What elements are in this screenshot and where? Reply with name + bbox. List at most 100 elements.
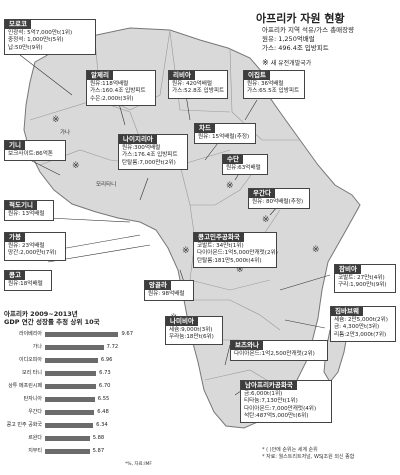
svg-text:※: ※ bbox=[236, 265, 244, 275]
category-label: 탄자니아 bbox=[23, 396, 42, 402]
resource-line: 리튬:2만3,000t(7위) bbox=[334, 331, 387, 338]
resource-line: 원유: 98억배럴 bbox=[148, 291, 185, 298]
value-label: 6.96 bbox=[100, 357, 113, 363]
category-label: 르완다 bbox=[28, 435, 42, 441]
box-botswana: 보츠와나 다이아몬드:1억2,500만캐럿(2위) bbox=[230, 340, 328, 362]
box-chad: 차드 원유: 15억배럴(추정) bbox=[194, 123, 256, 145]
svg-text:※: ※ bbox=[72, 161, 80, 171]
box-drc: 콩고민주공화국 코발트: 34만t(1위) 다이아몬드:1억5,000만캐럿(2… bbox=[193, 232, 278, 268]
chart-row: 르완다 5.88 bbox=[4, 434, 154, 443]
resource-line: 세슘:9,000t(3위) bbox=[169, 327, 213, 334]
box-egypt: 이집트 원유: 36억배럴 가스:65.5조 입방피트 bbox=[243, 70, 305, 99]
country-name: 모로코 bbox=[5, 20, 31, 30]
bar bbox=[45, 371, 97, 376]
map-subtitle: 아프리카 지역 석유/가스 총매장량 원유: 1,250억배럴 가스: 496.… bbox=[262, 26, 354, 53]
country-name: 기니 bbox=[5, 141, 25, 151]
resource-line: 원유: 15억배럴(추정) bbox=[198, 134, 250, 141]
country-name: 차드 bbox=[195, 124, 215, 134]
category-label: 상투 메프린시페 bbox=[8, 383, 42, 389]
box-libya: 리비아 원유: 420억배럴 가스:52.8조 입방피트 bbox=[168, 70, 228, 99]
resource-line: 다이아몬드:1억5,000만캐럿(2위) bbox=[197, 250, 278, 257]
gdp-growth-chart: 아프리카 2009~2013년 GDP 연간 성장률 추정 상위 10국 라이베… bbox=[4, 310, 154, 470]
bar bbox=[45, 345, 104, 350]
svg-text:※: ※ bbox=[262, 215, 270, 225]
country-name: 적도기니 bbox=[5, 201, 37, 211]
chart-title: 아프리카 2009~2013년 bbox=[4, 310, 78, 318]
resource-line: 가스:65.5조 입방피트 bbox=[247, 88, 300, 95]
connector-lines bbox=[19, 54, 331, 396]
value-label: 6.34 bbox=[96, 422, 108, 428]
box-gabon: 가봉 원유: 23억배럴 망간:2,000만t(7위) bbox=[4, 232, 66, 261]
country-name: 짐바브웨 bbox=[331, 307, 363, 317]
box-uganda: 우간다 원유: 80억배럴(추정) bbox=[248, 188, 310, 210]
country-name: 콩고민주공화국 bbox=[194, 233, 244, 243]
subtitle-line-2: 원유: 1,250억배럴 bbox=[262, 35, 315, 43]
value-label: 5.88 bbox=[92, 435, 105, 441]
resource-line: 가스:176.4조 입방피트 bbox=[122, 152, 178, 159]
category-label: 콩고 민주 공화국 bbox=[6, 422, 42, 428]
chart-row: 이디오피아 6.96 bbox=[4, 356, 154, 365]
resource-line: 탄탈룸:7,000만t(2위) bbox=[122, 159, 176, 166]
bar bbox=[45, 332, 119, 337]
country-name: 이집트 bbox=[244, 71, 270, 81]
svg-text:※: ※ bbox=[182, 246, 190, 256]
chart-row: 상투 메프린시페 6.70 bbox=[4, 382, 154, 391]
resource-line: 원유:63억배럴 bbox=[226, 165, 261, 172]
new-field-label: 새 유전개발국가 bbox=[270, 60, 312, 67]
box-guinea: 기니 보크사이트:86억톤 bbox=[4, 140, 66, 162]
resource-line: 티타늄:7,130만t(1위) bbox=[244, 398, 298, 405]
resource-line: 금:6,000t(1위) bbox=[244, 391, 283, 398]
country-name: 앙골라 bbox=[145, 281, 171, 291]
resource-line: 세슘: 2만5,000t(2위) bbox=[334, 317, 388, 324]
category-label: 라이베리아 bbox=[18, 331, 42, 337]
box-eq-guinea: 적도기니 원유: 13억배럴 bbox=[4, 200, 54, 222]
country-name: 남아프리카공화국 bbox=[241, 381, 297, 391]
chart-row: 콩고 민주 공화국 6.34 bbox=[4, 421, 154, 430]
bar bbox=[45, 397, 95, 402]
bar bbox=[45, 449, 90, 454]
box-algeria: 알제리 원유:118억배럴 가스:160.4조 입방피트 수은:2,000t(3… bbox=[86, 70, 156, 106]
category-label: 지부티 bbox=[28, 448, 42, 454]
resource-line: 다이아몬드:7,000만캐럿(4위) bbox=[244, 405, 317, 412]
category-label: 이디오피아 bbox=[18, 357, 42, 363]
resource-line: 코발트: 27만t(4위) bbox=[338, 275, 385, 282]
resource-line: 우라늄:18만t(6위) bbox=[169, 334, 214, 341]
value-label: 6.73 bbox=[99, 370, 111, 376]
svg-text:※: ※ bbox=[226, 181, 234, 191]
value-label: 7.72 bbox=[106, 344, 119, 350]
chart-row: 가나 7.72 bbox=[4, 343, 154, 352]
resource-line: 원유:118억배럴 bbox=[90, 81, 129, 88]
chart-subtitle: GDP 연간 성장률 추정 상위 10국 bbox=[4, 318, 100, 326]
country-name: 수단 bbox=[223, 155, 243, 165]
country-name: 리비아 bbox=[169, 71, 195, 81]
bar bbox=[45, 410, 95, 415]
box-congo: 콩고 원유:18억배럴 bbox=[4, 270, 52, 292]
map-title: 아프리카 자원 현황 bbox=[256, 12, 345, 25]
box-sudan: 수단 원유:63억배럴 bbox=[222, 154, 268, 176]
footnote-2: * 자료: 월스트리트저널, WSJ조원 외신 종합 bbox=[262, 454, 355, 460]
resource-line: 원유: 13억배럴 bbox=[8, 211, 45, 218]
resource-line: 보크사이트:86억톤 bbox=[8, 151, 54, 158]
bar bbox=[45, 436, 90, 441]
geo-label-ghana: 가나 bbox=[60, 130, 71, 136]
new-field-legend: ※ 새 유전개발국가 bbox=[262, 58, 311, 67]
bar bbox=[45, 384, 96, 389]
value-label: 5.87 bbox=[92, 448, 105, 454]
chart-row: 우간다 6.48 bbox=[4, 408, 154, 417]
footnotes: * ( )안에 순위는 세계 순위 * 자료: 월스트리트저널, WSJ조원 외… bbox=[262, 447, 354, 461]
chart-row: 라이베리아 9.67 bbox=[4, 330, 154, 339]
resource-line: 탄탈룸:181만5,000t(4위) bbox=[197, 257, 262, 264]
svg-text:※: ※ bbox=[52, 115, 60, 125]
resource-line: 석탄:487억5,000만t(6위) bbox=[244, 412, 309, 419]
country-name: 알제리 bbox=[87, 71, 113, 81]
resource-line: 원유: 36억배럴 bbox=[247, 81, 284, 88]
box-angola: 앙골라 원유: 98억배럴 bbox=[144, 280, 194, 302]
subtitle-line-1: 아프리카 지역 석유/가스 총매장량 bbox=[262, 26, 355, 34]
value-label: 6.55 bbox=[97, 396, 110, 402]
svg-text:※: ※ bbox=[312, 245, 320, 255]
new-field-symbol: ※ bbox=[262, 58, 269, 67]
resource-line: 원유: 80억배럴(추정) bbox=[252, 199, 304, 206]
country-name: 잠비아 bbox=[335, 265, 361, 275]
resource-line: 다이아몬드:1억2,500만캐럿(2위) bbox=[234, 351, 315, 358]
country-name: 콩고 bbox=[5, 271, 25, 281]
